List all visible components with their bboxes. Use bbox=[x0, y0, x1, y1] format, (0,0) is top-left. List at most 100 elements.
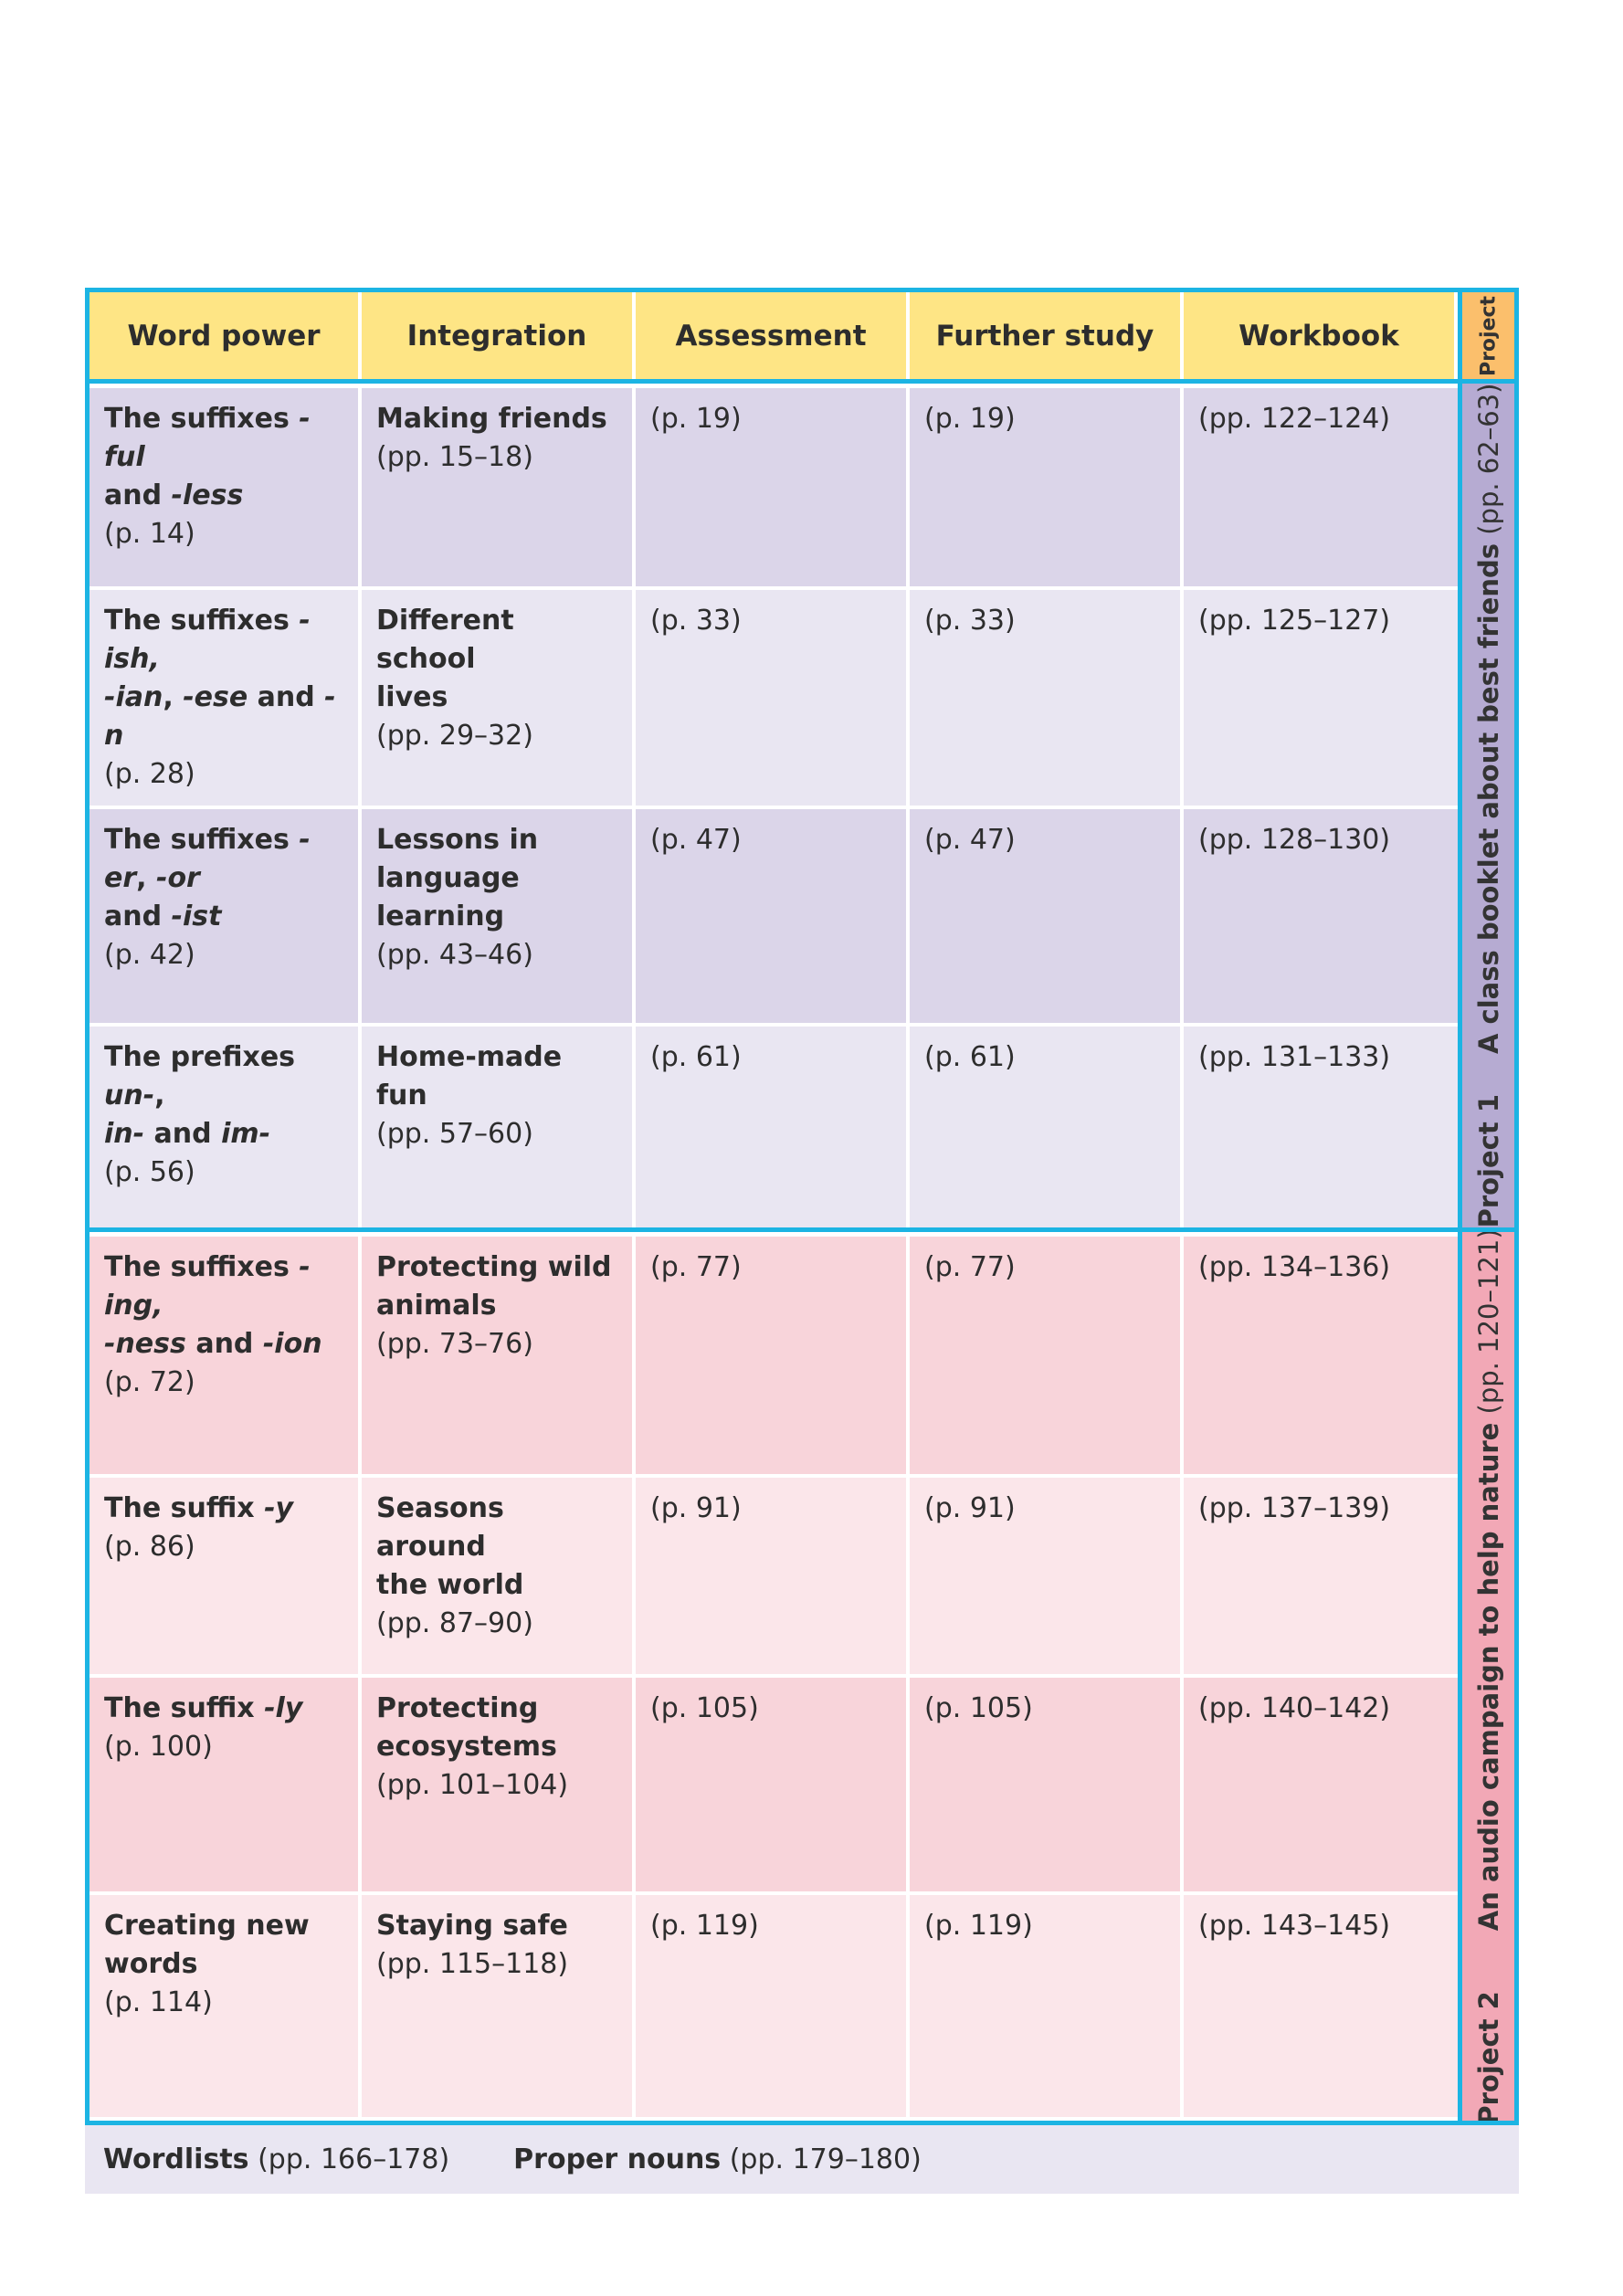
workbook-pages: (pp. 122–124) bbox=[1198, 403, 1391, 435]
further-study-cell: (p. 19) bbox=[910, 388, 1184, 590]
header-label: Assessment bbox=[675, 319, 867, 353]
word-power-cell: The suffix -ly (p. 100) bbox=[90, 1678, 362, 1895]
word-power-cell: The suffixes -ful and -less (p. 14) bbox=[90, 388, 362, 590]
project-column-header: Project bbox=[1462, 292, 1514, 379]
word-power-text: and bbox=[144, 1118, 222, 1150]
footer-bar: Wordlists (pp. 166–178) Proper nouns (pp… bbox=[85, 2125, 1519, 2194]
assessment-cell: (p. 47) bbox=[636, 809, 910, 1027]
project-1-band: Project 1 A class booklet about best frie… bbox=[1462, 384, 1514, 1227]
further-study-pages: (p. 105) bbox=[924, 1692, 1033, 1724]
integration-title: Protecting bbox=[376, 1692, 539, 1724]
word-power-text: , bbox=[136, 862, 156, 894]
further-study-pages: (p. 19) bbox=[924, 403, 1016, 435]
word-power-text: , bbox=[163, 681, 184, 713]
workbook-cell: (pp. 137–139) bbox=[1184, 1478, 1458, 1678]
word-power-text: -ly bbox=[264, 1692, 303, 1724]
word-power-page: (p. 114) bbox=[104, 1986, 213, 2018]
project-2-band: Project 2 An audio campaign to help natur… bbox=[1462, 1232, 1514, 2121]
workbook-cell: (pp. 128–130) bbox=[1184, 809, 1458, 1027]
word-power-text: and bbox=[104, 479, 172, 511]
word-power-text: Creating new bbox=[104, 1910, 310, 1942]
project-2-label: Project 2 bbox=[1472, 1990, 1504, 2121]
assessment-pages: (p. 105) bbox=[650, 1692, 759, 1724]
header-divider bbox=[90, 379, 1514, 384]
integration-title: ecosystems bbox=[376, 1731, 557, 1763]
word-power-text: -ness bbox=[104, 1328, 186, 1360]
further-study-cell: (p. 119) bbox=[910, 1895, 1184, 2121]
workbook-cell: (pp. 134–136) bbox=[1184, 1237, 1458, 1478]
integration-pages: (pp. 115–118) bbox=[376, 1948, 569, 1980]
word-power-text: -less bbox=[171, 479, 244, 511]
integration-title: language learning bbox=[376, 862, 520, 932]
word-power-text: un- bbox=[104, 1080, 155, 1111]
further-study-pages: (p. 61) bbox=[924, 1041, 1016, 1073]
assessment-pages: (p. 33) bbox=[650, 605, 742, 637]
word-power-page: (p. 72) bbox=[104, 1366, 195, 1398]
workbook-cell: (pp. 122–124) bbox=[1184, 388, 1458, 590]
word-power-cell: The prefixes un-, in- and im- (p. 56) bbox=[90, 1027, 362, 1232]
integration-pages: (pp. 57–60) bbox=[376, 1118, 533, 1150]
header-word-power: Word power bbox=[90, 292, 362, 379]
integration-cell: Seasons around the world (pp. 87–90) bbox=[362, 1478, 636, 1678]
project-1-title: A class booklet about best friends bbox=[1472, 542, 1504, 1054]
workbook-cell: (pp. 131–133) bbox=[1184, 1027, 1458, 1232]
header-label: Workbook bbox=[1238, 319, 1399, 353]
table-grid: Word power Integration Assessment Further s… bbox=[90, 292, 1514, 2121]
integration-title: Home-made fun bbox=[376, 1041, 563, 1111]
assessment-cell: (p. 61) bbox=[636, 1027, 910, 1232]
assessment-cell: (p. 91) bbox=[636, 1478, 910, 1678]
word-power-page: (p. 100) bbox=[104, 1731, 213, 1763]
integration-cell: Protecting wild animals (pp. 73–76) bbox=[362, 1237, 636, 1478]
further-study-pages: (p. 33) bbox=[924, 605, 1016, 637]
integration-cell: Lessons in language learning (pp. 43–46) bbox=[362, 809, 636, 1027]
word-power-text: -ist bbox=[171, 900, 222, 932]
side-divider bbox=[1458, 292, 1462, 2121]
word-power-text: -ese bbox=[183, 681, 248, 713]
integration-title: Different school bbox=[376, 605, 514, 675]
word-power-text: The prefixes bbox=[104, 1041, 296, 1073]
word-power-page: (p. 28) bbox=[104, 758, 195, 790]
word-power-text: and bbox=[185, 1328, 263, 1360]
integration-cell: Home-made fun (pp. 57–60) bbox=[362, 1027, 636, 1232]
assessment-pages: (p. 47) bbox=[650, 824, 742, 856]
integration-title: animals bbox=[376, 1290, 497, 1322]
integration-title: the world bbox=[376, 1569, 524, 1601]
word-power-text: -ful bbox=[104, 403, 311, 473]
header-integration: Integration bbox=[362, 292, 636, 379]
assessment-cell: (p. 105) bbox=[636, 1678, 910, 1895]
further-study-cell: (p. 33) bbox=[910, 590, 1184, 809]
word-power-cell: The suffixes -er, -or and -ist (p. 42) bbox=[90, 809, 362, 1027]
assessment-cell: (p. 119) bbox=[636, 1895, 910, 2121]
word-power-page: (p. 42) bbox=[104, 939, 195, 971]
integration-title: Lessons in bbox=[376, 824, 539, 856]
assessment-cell: (p. 33) bbox=[636, 590, 910, 809]
project-1-pages: (pp. 62–63) bbox=[1472, 384, 1504, 535]
integration-cell: Staying safe (pp. 115–118) bbox=[362, 1895, 636, 2121]
header-label: Further study bbox=[935, 319, 1154, 353]
word-power-page: (p. 14) bbox=[104, 518, 195, 550]
workbook-cell: (pp. 143–145) bbox=[1184, 1895, 1458, 2121]
word-power-cell: The suffixes -ing, -ness and -ion (p. 72) bbox=[90, 1237, 362, 1478]
further-study-cell: (p. 105) bbox=[910, 1678, 1184, 1895]
word-power-text: im- bbox=[221, 1118, 271, 1150]
project-2-title: An audio campaign to help nature bbox=[1472, 1422, 1504, 1931]
word-power-text: -ian bbox=[104, 681, 163, 713]
word-power-text: The suffixes bbox=[104, 824, 300, 856]
integration-cell: Protecting ecosystems (pp. 101–104) bbox=[362, 1678, 636, 1895]
word-power-text: The suffixes bbox=[104, 1251, 300, 1283]
further-study-pages: (p. 119) bbox=[924, 1910, 1033, 1942]
contents-table: Word power Integration Assessment Further s… bbox=[85, 288, 1519, 2125]
further-study-pages: (p. 91) bbox=[924, 1492, 1016, 1524]
footer-wordlists: Wordlists (pp. 166–178) bbox=[103, 2143, 450, 2175]
footer-proper-nouns: Proper nouns (pp. 179–180) bbox=[513, 2143, 922, 2175]
word-power-page: (p. 56) bbox=[104, 1156, 195, 1188]
assessment-cell: (p. 77) bbox=[636, 1237, 910, 1478]
integration-pages: (pp. 101–104) bbox=[376, 1769, 569, 1801]
word-power-text: -ish, bbox=[104, 605, 311, 675]
word-power-text: The suffixes bbox=[104, 605, 300, 637]
header-further-study: Further study bbox=[910, 292, 1184, 379]
word-power-text: -ing, bbox=[104, 1251, 311, 1322]
word-power-text: -er bbox=[104, 824, 311, 894]
word-power-cell: Creating new words (p. 114) bbox=[90, 1895, 362, 2121]
workbook-pages: (pp. 128–130) bbox=[1198, 824, 1391, 856]
